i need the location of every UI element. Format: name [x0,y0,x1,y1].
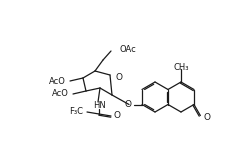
Text: CH₃: CH₃ [173,63,189,73]
Text: OAc: OAc [119,44,136,54]
Text: HN: HN [93,101,105,111]
Text: O: O [114,111,121,121]
Text: O: O [124,100,131,109]
Text: O: O [203,113,210,122]
Text: AcO: AcO [52,89,69,98]
Text: AcO: AcO [49,76,66,86]
Text: O: O [115,73,122,81]
Text: F₃C: F₃C [69,106,83,116]
